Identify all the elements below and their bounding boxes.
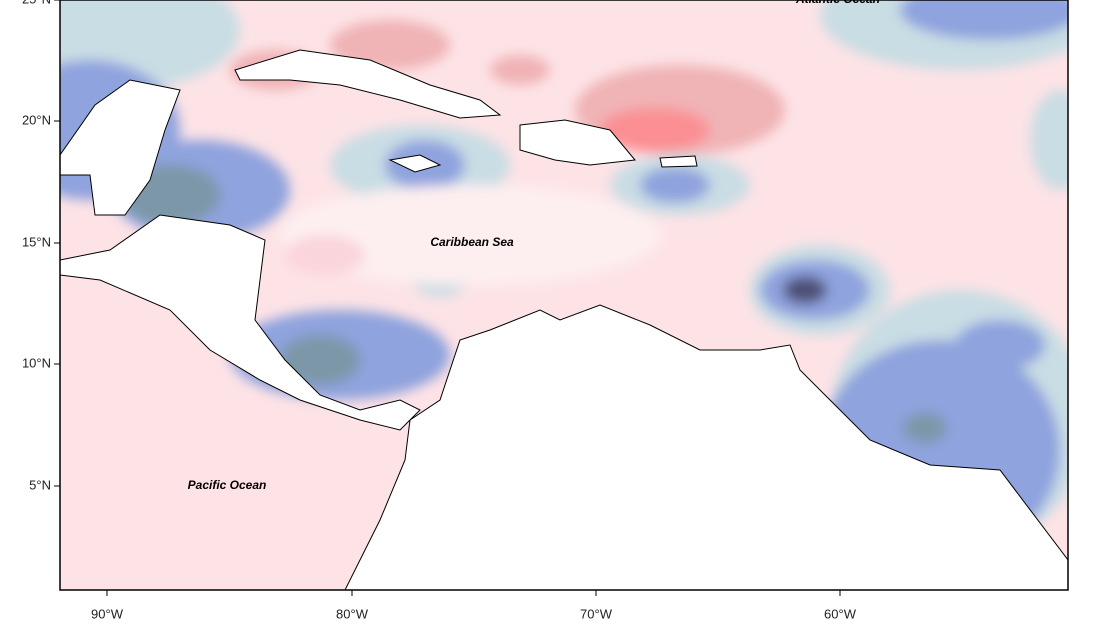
frame	[59, 0, 1069, 591]
region-label: Pacific Ocean	[188, 478, 267, 492]
cuba	[234, 49, 502, 119]
jamaica	[388, 154, 442, 173]
y-tick-label: 15°N	[22, 234, 51, 249]
region-label: Atlantic Ocean	[795, 0, 880, 6]
x-tick-label: 90°W	[91, 606, 124, 621]
y-tick-label: 20°N	[22, 112, 51, 127]
x-tick-label: 80°W	[336, 606, 369, 621]
field	[60, 0, 1068, 590]
hispaniola	[519, 119, 636, 166]
central-america	[60, 214, 421, 431]
y-tick-label: 5°N	[29, 477, 51, 492]
x-tick-label: 60°W	[824, 606, 857, 621]
south-america	[344, 304, 1068, 590]
region-label: Caribbean Sea	[430, 235, 514, 249]
y-tick-label: 10°N	[22, 355, 51, 370]
yucatan	[60, 79, 181, 216]
y-tick-label: 25°N	[22, 0, 51, 6]
puerto-rico	[659, 155, 698, 168]
x-tick-label: 70°W	[580, 606, 613, 621]
